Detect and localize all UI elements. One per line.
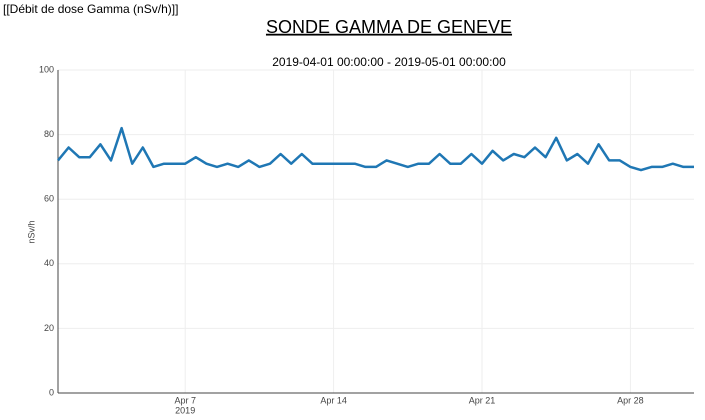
x-tick-label: Apr 21 xyxy=(469,395,496,405)
x-tick-label: Apr 14 xyxy=(320,395,347,405)
page-label: [[Débit de dose Gamma (nSv/h)]] xyxy=(3,2,178,16)
chart-subtitle: 2019-04-01 00:00:00 - 2019-05-01 00:00:0… xyxy=(272,55,506,69)
data-line xyxy=(57,126,694,172)
y-tick-label: 40 xyxy=(44,258,54,268)
x-year-label: 2019 xyxy=(175,405,195,415)
y-tick-label: 60 xyxy=(44,194,54,204)
y-axis-label: nSv/h xyxy=(26,220,36,243)
y-tick-label: 100 xyxy=(39,64,54,74)
y-tick-label: 0 xyxy=(49,387,54,397)
y-tick-label: 20 xyxy=(44,323,54,333)
y-tick-label: 80 xyxy=(44,129,54,139)
x-tick-label: Apr 28 xyxy=(617,395,644,405)
x-tick-label: Apr 7 xyxy=(174,395,196,405)
chart-title: SONDE GAMMA DE GENEVE xyxy=(266,17,512,37)
